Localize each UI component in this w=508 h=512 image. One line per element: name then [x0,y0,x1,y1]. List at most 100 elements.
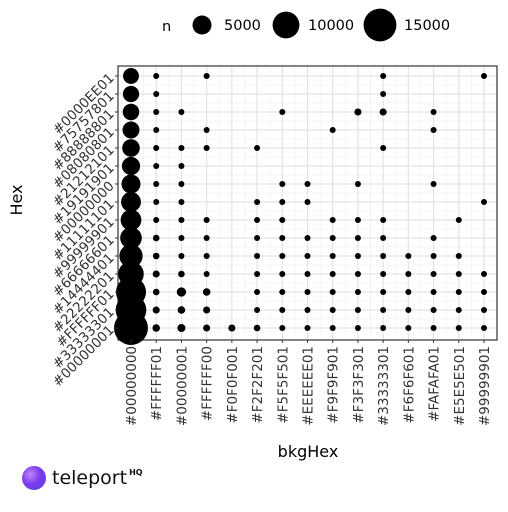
data-point [481,73,487,79]
data-point [304,289,311,295]
data-point [380,217,387,223]
data-point [254,235,261,241]
x-tick-label: #F0F0F001 [225,346,241,424]
data-point [203,235,210,241]
data-point [430,289,437,295]
data-point [405,325,412,331]
data-point [279,199,286,205]
data-point [329,271,336,277]
data-point [430,127,437,133]
data-point [405,253,412,259]
data-point [380,91,387,97]
data-point [455,325,462,331]
legend-key [192,15,212,35]
data-point [203,253,210,259]
data-point [279,307,286,313]
data-point [304,253,311,259]
data-point [152,252,160,260]
x-tick-label: #00000001 [174,346,190,426]
data-point [304,307,311,313]
data-point [455,253,462,259]
data-point [152,234,160,242]
data-point [329,235,336,241]
data-point [178,270,185,278]
data-point [380,325,387,331]
data-point [119,244,143,268]
data-point [455,271,462,277]
data-point [228,324,236,332]
data-point [121,192,141,212]
y-axis-ticks: #00000001#33333301#FFFFFF01#22222201#144… [50,70,118,390]
x-tick-label: #FFFFFF01 [149,346,165,421]
data-point [379,108,387,116]
x-tick-label: #99999901 [477,346,493,426]
data-point [279,289,286,295]
data-point [481,199,487,205]
data-point [279,253,286,259]
data-point [152,288,160,296]
data-point [279,271,286,277]
data-point [430,307,437,313]
data-point [153,199,160,205]
legend-key [272,11,300,39]
data-point [405,307,412,313]
data-point [203,324,211,332]
data-point [279,109,286,115]
data-point [354,253,361,259]
data-point [203,145,210,151]
data-point [455,307,462,313]
data-point [354,271,361,277]
data-point [380,271,387,277]
brand-suffix: HQ [129,467,143,477]
x-tick-label: #F3F3F301 [351,346,367,424]
x-axis-title: bkgHex [278,442,339,461]
x-tick-label: #F9F9F901 [326,346,342,424]
data-point [203,73,210,79]
data-point [304,271,311,277]
data-point [122,121,140,139]
data-point [405,271,412,277]
data-point [203,271,210,277]
data-point [118,261,144,287]
data-point [121,156,141,176]
data-point [121,174,141,194]
data-point [354,108,362,116]
data-point [254,307,261,313]
data-point [329,217,336,223]
data-point [304,235,311,241]
data-point [116,277,146,307]
data-point [153,163,160,169]
data-point [380,253,387,259]
legend-label: 5000 [224,18,261,34]
data-point [354,325,361,331]
data-point [354,289,361,295]
data-point [279,325,286,331]
data-point [354,235,361,241]
data-point [176,287,187,297]
x-tick-label: #F6F6F601 [401,346,417,424]
x-tick-label: #00000000 [124,346,140,426]
data-point [455,217,462,223]
data-point [254,289,261,295]
data-point [329,325,336,331]
data-point [430,235,437,241]
data-point [254,253,261,259]
legend-title: n [162,19,171,35]
data-point [122,103,140,121]
data-point [253,324,261,332]
data-point [430,271,437,277]
data-point [152,324,161,332]
x-tick-label: #EEEEEE01 [301,346,317,426]
data-point [203,217,210,223]
data-point [430,181,437,187]
data-point [481,307,487,313]
data-point [178,163,185,169]
data-points [114,68,487,345]
data-point [380,145,387,151]
data-point [481,271,487,277]
x-tick-label: #FFFFFF00 [200,346,216,421]
data-point [354,181,361,187]
data-point [481,325,487,331]
x-tick-label: #E5E5E501 [452,346,468,426]
data-point [178,109,185,115]
